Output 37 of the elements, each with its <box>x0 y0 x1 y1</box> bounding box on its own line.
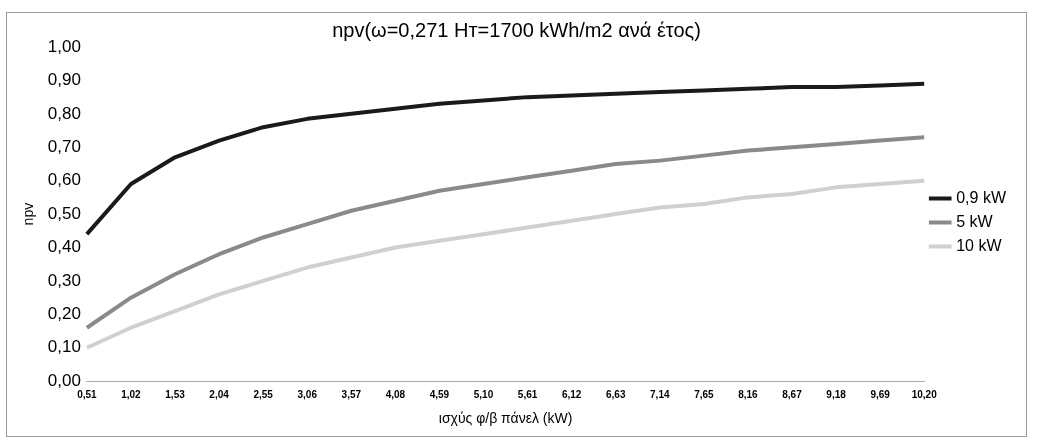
x-tick-label: 6,12 <box>561 388 582 400</box>
legend-label: 0,9 kW <box>956 188 1007 206</box>
x-tick-label: 2,04 <box>209 388 230 400</box>
x-tick-label: 3,06 <box>297 388 318 400</box>
x-tick-label: 0,51 <box>77 388 98 400</box>
x-tick-label: 9,18 <box>826 388 847 400</box>
y-tick-label: 0,60 <box>47 170 81 190</box>
legend-label: 10 kW <box>956 236 1003 254</box>
x-tick-label: 7,65 <box>694 388 715 400</box>
y-tick-label: 1,00 <box>47 36 81 56</box>
x-tick-label: 1,53 <box>165 388 186 400</box>
x-axis-title: ισχύς φ/β πάνελ (kW) <box>438 410 573 427</box>
y-tick-label: 0,20 <box>47 304 81 324</box>
x-tick-label: 8,67 <box>782 388 803 400</box>
y-tick-label: 0,80 <box>47 103 81 123</box>
y-tick-label: 0,10 <box>47 337 81 357</box>
x-tick-label: 5,61 <box>517 388 538 400</box>
x-tick-label: 1,02 <box>121 388 142 400</box>
x-tick-label: 6,63 <box>605 388 626 400</box>
y-tick-label: 0,70 <box>47 136 81 156</box>
x-tick-label: 4,08 <box>385 388 406 400</box>
legend-label: 5 kW <box>956 212 994 230</box>
x-tick-label: 7,14 <box>650 388 670 400</box>
y-tick-label: 0,50 <box>47 203 81 223</box>
y-axis-title: npv <box>20 202 37 226</box>
chart-title: npv(ω=0,271 Hт=1700 kWh/m2 ανά έτος) <box>332 18 701 41</box>
y-tick-label: 0,90 <box>47 70 81 90</box>
x-tick-label: 10,20 <box>911 388 938 400</box>
x-tick-label: 5,10 <box>473 388 494 400</box>
y-tick-label: 0,00 <box>47 370 81 390</box>
x-tick-label: 3,57 <box>341 388 362 400</box>
y-tick-label: 0,40 <box>47 237 81 257</box>
x-tick-label: 9,69 <box>870 388 891 400</box>
x-tick-label: 2,55 <box>253 388 274 400</box>
x-tick-label: 4,59 <box>429 388 450 400</box>
y-tick-label: 0,30 <box>47 270 81 290</box>
x-tick-label: 8,16 <box>738 388 759 400</box>
